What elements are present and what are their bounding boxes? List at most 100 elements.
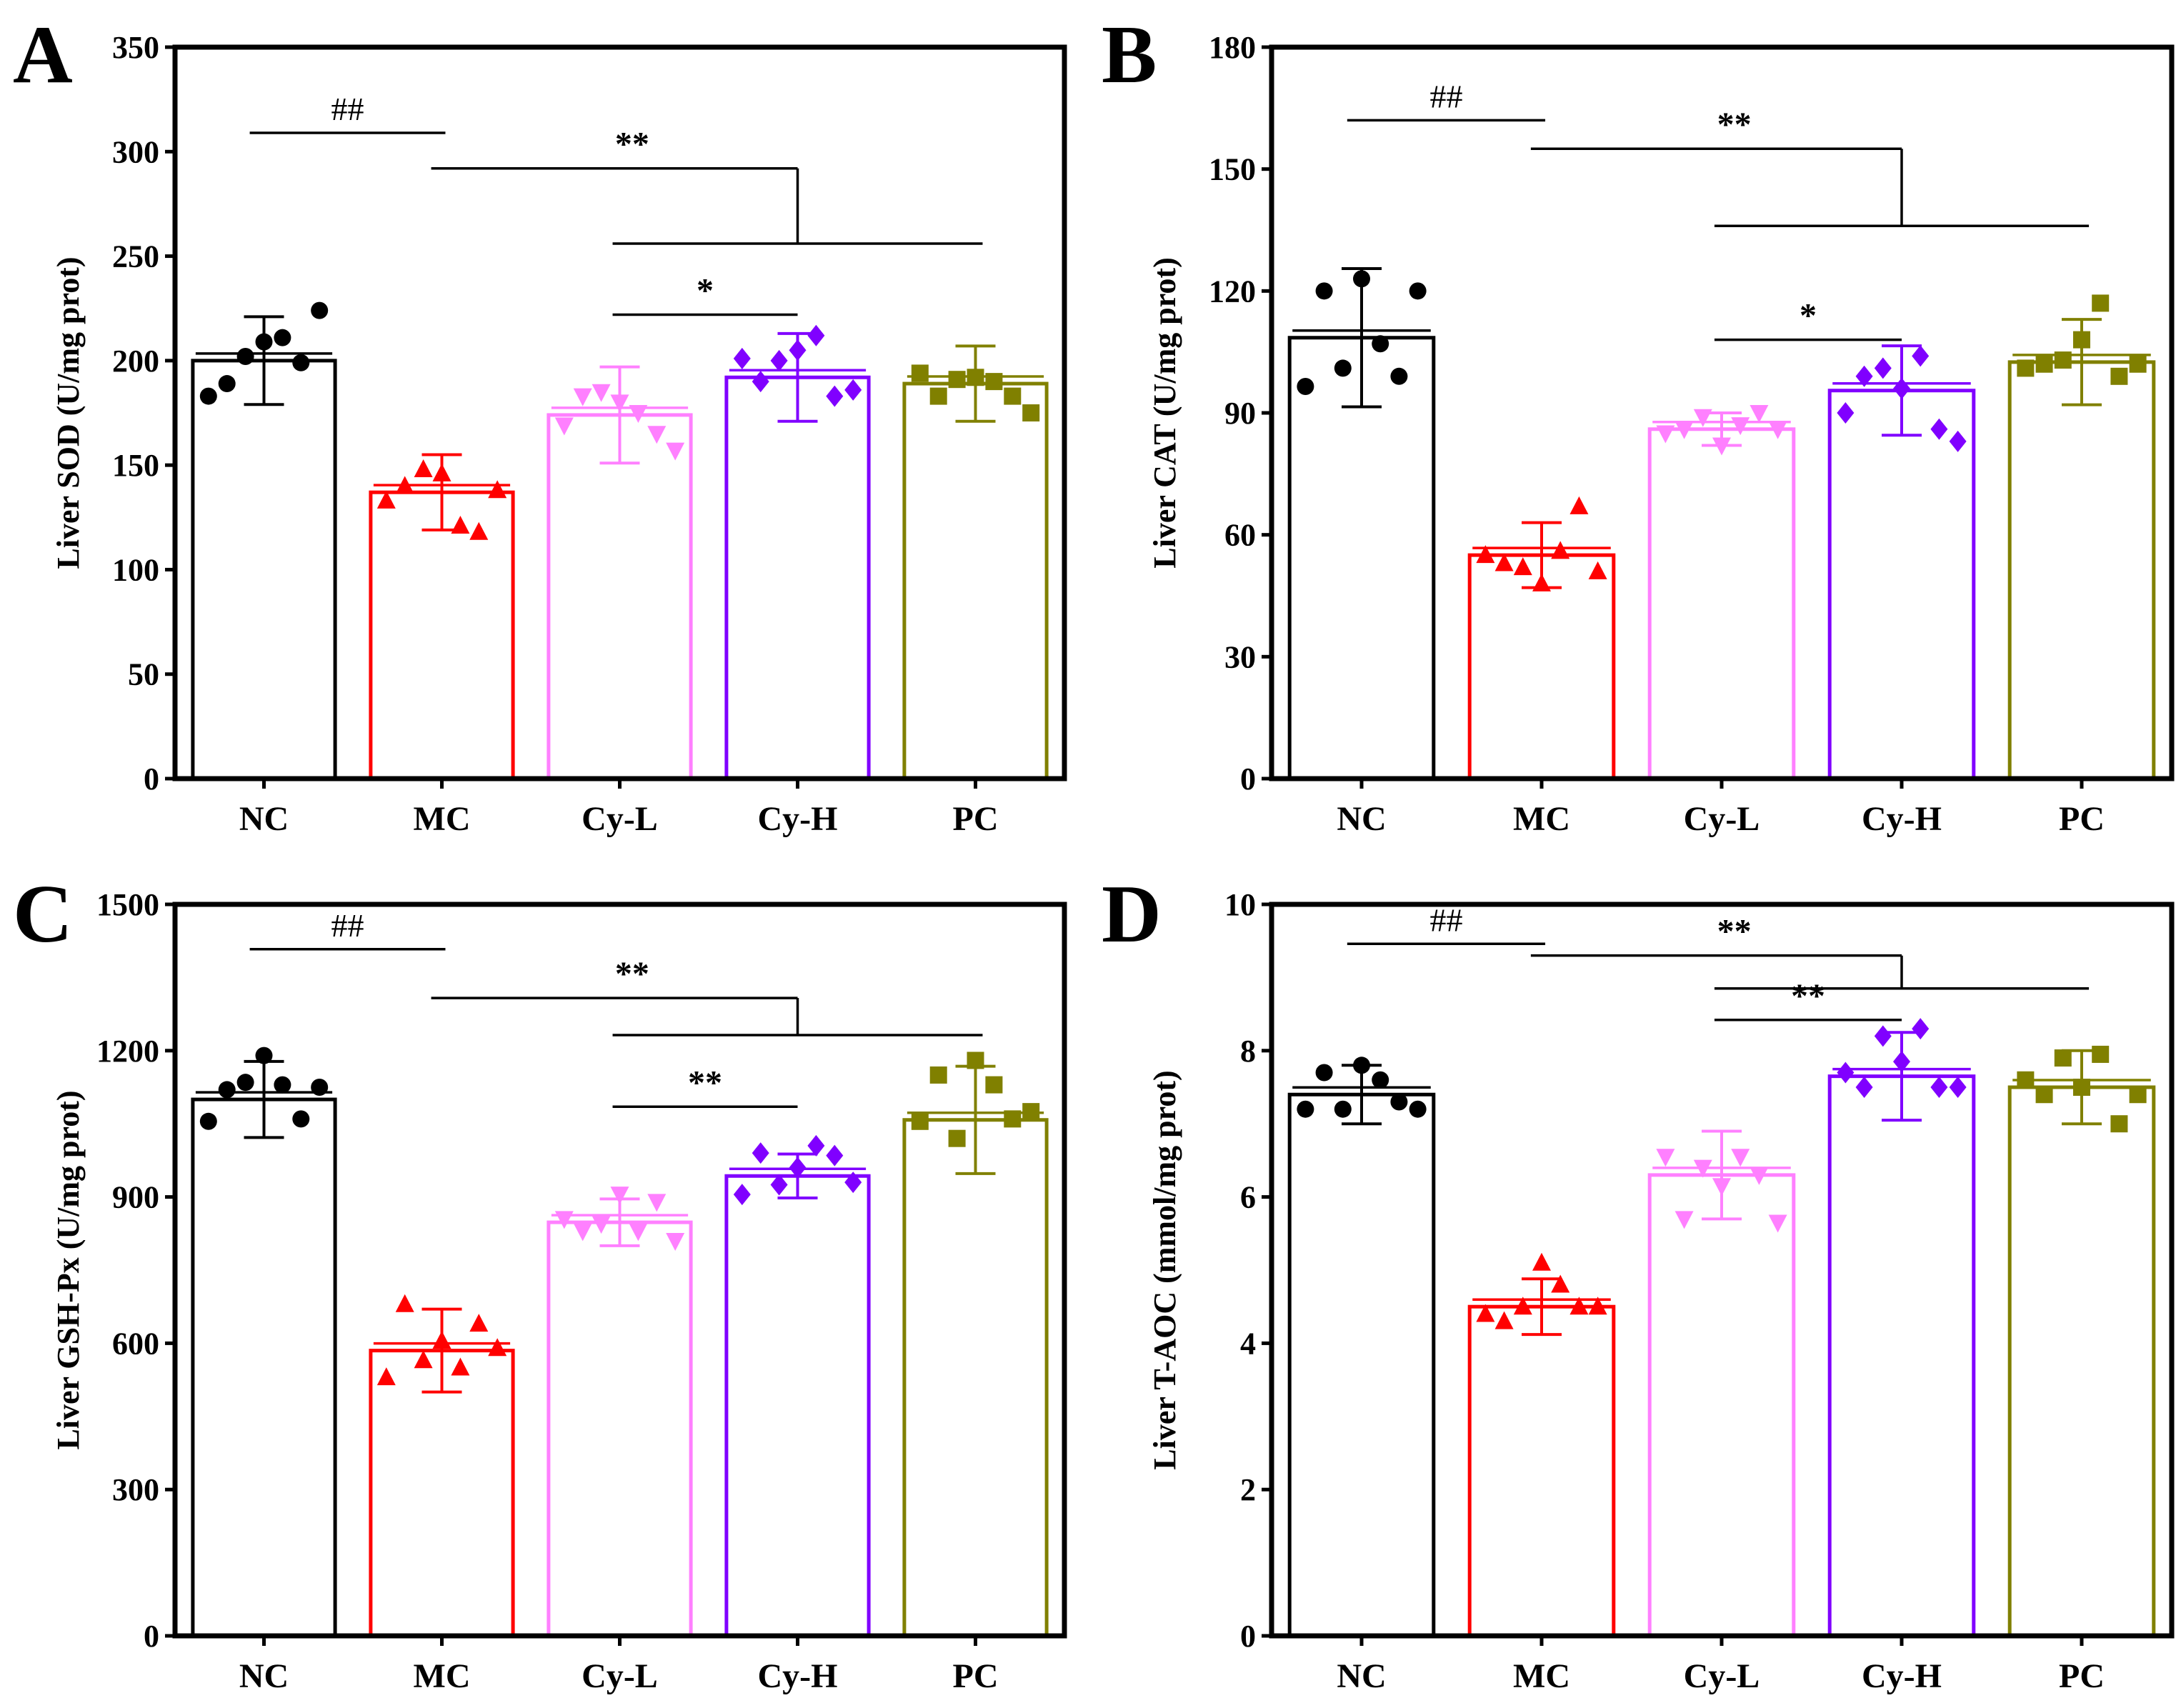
y-tick-label: 150 (112, 448, 159, 483)
bar-nc (191, 359, 337, 781)
y-tick-label: 30 (1224, 639, 1256, 674)
data-point-mc (451, 1357, 470, 1376)
x-tick-label: PC (953, 1657, 999, 1695)
data-point-mc (1551, 1274, 1570, 1293)
data-point-mc (1532, 1252, 1551, 1271)
y-tick-label: 350 (112, 30, 159, 65)
bar-cy-l (1647, 1173, 1796, 1638)
x-tick-label: Cy-L (582, 1657, 658, 1695)
data-point-cy-h (1949, 1077, 1967, 1098)
data-point-cy-l (1731, 417, 1750, 436)
x-tick-label: MC (1513, 800, 1570, 838)
data-point-nc (1390, 367, 1408, 385)
data-point-nc (1334, 1100, 1352, 1118)
y-tick-label: 0 (1240, 761, 1256, 796)
y-tick-label: 200 (112, 344, 159, 379)
y-tick-label: 100 (112, 552, 159, 587)
bar-nc (1287, 1092, 1436, 1638)
data-point-nc (274, 329, 291, 346)
data-point-cy-l (1768, 421, 1787, 439)
y-tick-label: 900 (112, 1180, 159, 1215)
bar-cy-l (1647, 427, 1796, 781)
data-point-mc (395, 1294, 414, 1312)
data-point-pc (2129, 1086, 2147, 1104)
y-tick-label: 10 (1224, 887, 1256, 922)
significance-label: ## (331, 907, 364, 944)
data-point-mc (1588, 1297, 1607, 1315)
data-point-nc (1372, 1071, 1389, 1089)
data-point-nc (1315, 1064, 1333, 1082)
data-point-nc (218, 1081, 236, 1099)
x-tick-label: MC (414, 1657, 471, 1695)
data-point-nc (218, 375, 236, 393)
data-point-nc (1372, 335, 1389, 353)
data-point-pc (2110, 1115, 2128, 1133)
data-point-cy-h (1912, 1018, 1930, 1040)
significance-label: ** (688, 1064, 722, 1102)
significance-label: ** (1717, 913, 1752, 951)
data-point-mc (488, 480, 507, 499)
chart-panel-d: D 0 2 4 6 8 10 NC MC Cy-L Cy-H PC Liver T-AOC (mmol/… (1102, 869, 2175, 1695)
panel-letter: A (13, 9, 73, 101)
data-point-pc (929, 387, 947, 405)
bar-pc (902, 381, 1049, 781)
data-point-mc (1569, 1297, 1589, 1315)
bar-pc (2007, 1085, 2156, 1638)
y-tick-label: 1200 (96, 1034, 159, 1069)
panel-letter: B (1102, 9, 1157, 101)
x-tick-label: NC (239, 1657, 289, 1695)
data-point-cy-l (610, 1187, 629, 1205)
data-point-cy-l (647, 1194, 667, 1212)
panel-letter: D (1102, 869, 1162, 960)
data-point-cy-h (807, 1134, 825, 1157)
x-tick-label: PC (2059, 800, 2105, 838)
significance-label: ## (1429, 902, 1462, 938)
y-tick-label: 180 (1209, 30, 1256, 65)
data-point-nc (236, 1074, 254, 1092)
data-point-nc (1334, 359, 1352, 377)
panel-letter: C (13, 869, 73, 960)
x-tick-label: Cy-L (1684, 800, 1760, 838)
x-tick-label: Cy-H (1862, 800, 1942, 838)
data-point-cy-l (1768, 1214, 1787, 1233)
data-point-nc (292, 354, 310, 371)
data-point-nc (255, 1047, 273, 1064)
data-point-nc (274, 1076, 291, 1094)
y-tick-label: 0 (144, 761, 159, 796)
data-point-cy-h (1837, 402, 1855, 424)
data-point-cy-l (1675, 421, 1694, 439)
data-point-cy-h (1855, 1077, 1873, 1098)
x-tick-label: Cy-H (758, 1657, 838, 1695)
plot-frame (1269, 902, 2175, 1639)
data-point-mc (1476, 545, 1495, 564)
y-tick-label: 300 (112, 1472, 159, 1507)
bar-cy-h (1827, 1074, 1976, 1638)
data-point-mc (1513, 557, 1532, 576)
data-point-cy-h (807, 324, 825, 346)
significance-label: ## (331, 91, 364, 127)
bar-pc (2007, 360, 2156, 781)
data-point-pc (2035, 355, 2053, 373)
data-point-cy-h (1912, 345, 1930, 367)
data-point-cy-l (554, 1211, 574, 1229)
x-tick-label: MC (1513, 1657, 1570, 1695)
data-point-cy-l (1656, 425, 1675, 444)
y-tick-label: 0 (1240, 1619, 1256, 1654)
data-point-mc (414, 459, 433, 477)
x-tick-label: Cy-L (582, 800, 658, 838)
bar-nc (191, 1097, 337, 1638)
data-point-cy-h (844, 1172, 862, 1194)
y-tick-label: 2 (1240, 1472, 1256, 1507)
y-tick-label: 6 (1240, 1180, 1256, 1215)
data-point-pc (2035, 1086, 2053, 1104)
x-tick-label: MC (414, 800, 471, 838)
data-point-cy-h (752, 371, 769, 393)
data-point-cy-l (1656, 1149, 1675, 1167)
data-point-nc (311, 301, 329, 319)
significance-label: * (697, 271, 714, 309)
significance-label: ## (1429, 78, 1462, 114)
y-tick-label: 4 (1240, 1326, 1256, 1361)
data-point-mc (376, 1367, 396, 1386)
data-point-pc (1004, 387, 1022, 405)
y-tick-label: 150 (1209, 152, 1256, 187)
